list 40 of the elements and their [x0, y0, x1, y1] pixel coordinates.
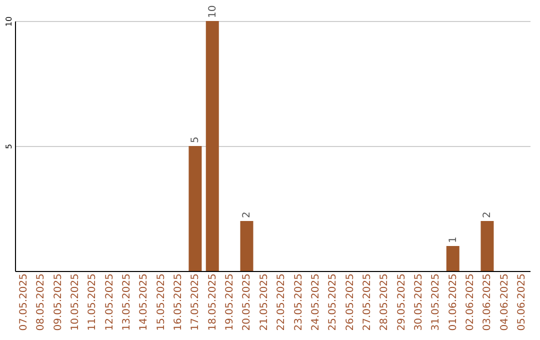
x-tick-label: 29.05.2025 [396, 274, 408, 331]
x-tick-label: 08.05.2025 [36, 274, 47, 331]
x-tick-label: 07.05.2025 [18, 274, 30, 331]
data-label: 1 [448, 236, 459, 243]
x-tick-label: 10.05.2025 [70, 274, 81, 331]
x-tick-label: 11.05.2025 [87, 274, 98, 331]
x-tick-label: 22.05.2025 [276, 274, 288, 331]
bar [480, 221, 494, 271]
bar [240, 221, 254, 271]
x-tick-label: 26.05.2025 [344, 274, 356, 331]
x-tick-label: 24.05.2025 [310, 274, 322, 331]
x-tick-label: 13.05.2025 [121, 274, 132, 331]
x-tick-label: 12.05.2025 [104, 274, 116, 331]
x-tick-label: 17.05.2025 [190, 274, 202, 331]
x-tick-label: 31.05.2025 [430, 274, 442, 331]
data-label: 2 [242, 212, 253, 218]
x-tick-label: 30.05.2025 [414, 274, 425, 331]
x-tick-label: 21.05.2025 [258, 274, 270, 331]
x-tick-label: 14.05.2025 [138, 274, 150, 331]
x-tick-label: 04.06.2025 [499, 274, 510, 331]
x-tick-label: 23.05.2025 [293, 274, 304, 331]
x-tick-label: 18.05.2025 [207, 274, 218, 331]
data-label: 5 [190, 136, 202, 143]
x-tick-label: 19.05.2025 [224, 274, 236, 331]
bar [446, 246, 460, 271]
x-tick-label: 27.05.2025 [362, 274, 373, 331]
x-tick-label: 02.06.2025 [465, 274, 476, 331]
x-tick-label: 09.05.2025 [52, 274, 64, 331]
data-label: 2 [482, 212, 494, 218]
bar [188, 146, 202, 271]
bar [206, 21, 219, 271]
x-tick-label: 15.05.2025 [156, 274, 167, 331]
x-tick-label: 03.06.2025 [482, 274, 494, 331]
x-tick-label: 05.06.2025 [516, 274, 528, 331]
x-tick-label: 01.06.2025 [448, 274, 459, 331]
x-tick-label: 20.05.2025 [242, 274, 253, 331]
x-tick-label: 28.05.2025 [379, 274, 390, 331]
data-label: 10 [207, 5, 218, 18]
x-tick-label: 25.05.2025 [328, 274, 339, 331]
x-tick-label: 16.05.2025 [173, 274, 184, 331]
